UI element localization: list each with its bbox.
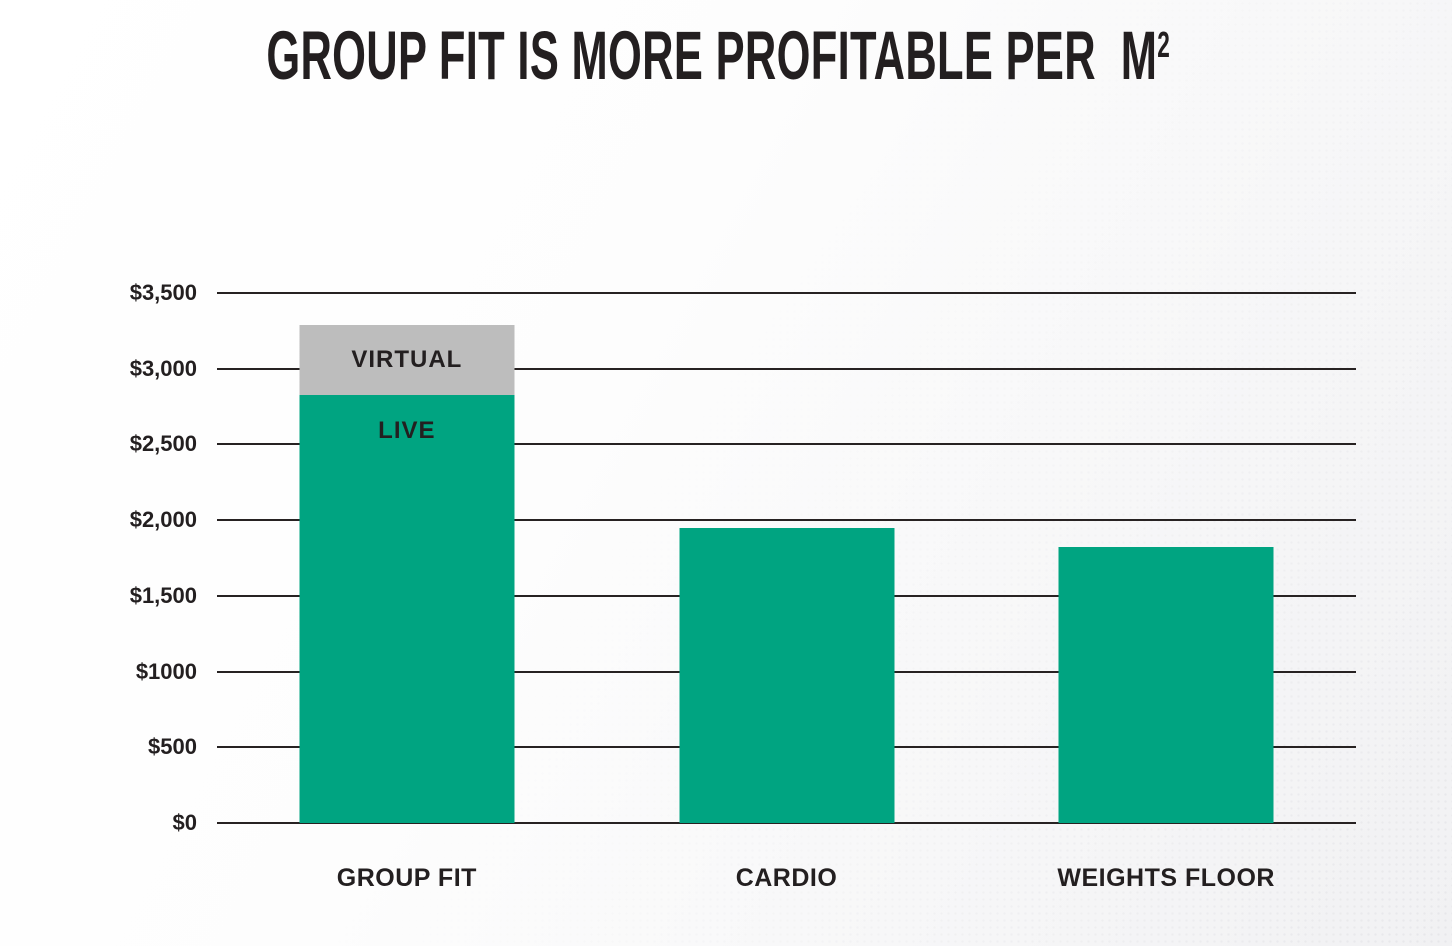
gridline-3000 <box>217 367 1356 370</box>
bar-group-fit: LIVE VIRTUAL <box>299 324 515 823</box>
bar-segment-virtual-group-fit: VIRTUAL <box>299 324 515 395</box>
y-axis-tick-label: $3,000 <box>129 355 197 381</box>
y-axis-tick-label: $500 <box>148 734 197 760</box>
x-axis-category-label: CARDIO <box>735 864 838 892</box>
gridline-2000 <box>217 519 1356 522</box>
gridline-0 <box>217 822 1356 824</box>
gridline-2500 <box>217 443 1356 446</box>
chart-title-text: GROUP FIT IS MORE PROFITABLE PER M <box>266 17 1158 94</box>
y-axis-tick-label: $1,500 <box>129 582 197 608</box>
segment-label-virtual: VIRTUAL <box>351 345 463 373</box>
y-axis-tick-label: $3,500 <box>129 280 197 305</box>
bar-slot-cardio: CARDIO <box>597 293 977 892</box>
bar-segment-live-cardio <box>679 527 894 823</box>
bar-slot-group-fit: LIVE VIRTUAL GROUP FIT <box>217 293 597 892</box>
y-axis-tick-label: $2,000 <box>129 507 197 533</box>
bar-weights-floor <box>1058 547 1274 823</box>
x-axis-category-label: WEIGHTS FLOOR <box>1057 864 1275 892</box>
segment-label-live: LIVE <box>378 416 436 444</box>
plot-area: LIVE VIRTUAL GROUP FIT CARDIO WEIGHTS FLOOR <box>217 292 1356 892</box>
x-axis-category-label: GROUP FIT <box>336 864 477 892</box>
y-axis-tick-label: $2,500 <box>129 431 197 457</box>
chart-title-superscript: 2 <box>1157 24 1170 65</box>
bar-slot-weights-floor: WEIGHTS FLOOR <box>976 293 1356 892</box>
chart-title: GROUP FIT IS MORE PROFITABLE PER M2 <box>0 21 1444 90</box>
y-axis-tick-label: $0 <box>172 810 197 835</box>
bar-segment-live-group-fit: LIVE <box>299 394 515 823</box>
bar-slots: LIVE VIRTUAL GROUP FIT CARDIO WEIGHTS FLOOR <box>217 293 1356 892</box>
bar-cardio <box>679 527 894 823</box>
bar-segment-live-weights-floor <box>1058 547 1274 823</box>
y-axis-tick-label: $1000 <box>135 658 197 684</box>
gridline-3500 <box>217 292 1356 294</box>
